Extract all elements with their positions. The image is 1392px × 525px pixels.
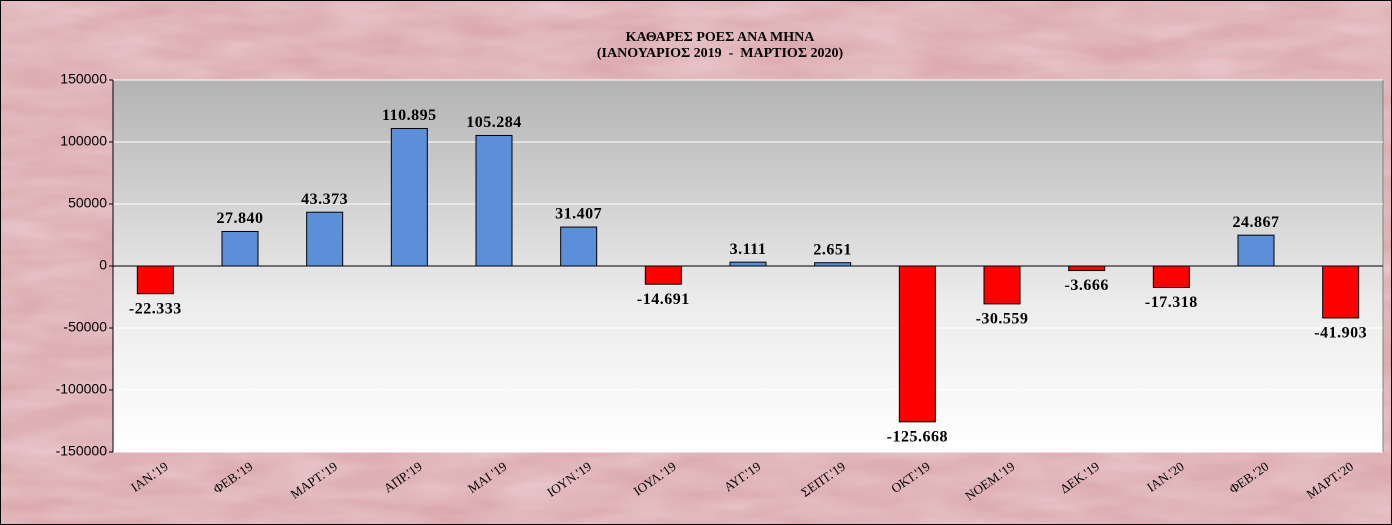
y-tick-label: -50000 bbox=[63, 319, 107, 335]
data-label: -14.691 bbox=[637, 291, 690, 308]
bar bbox=[1237, 234, 1275, 267]
data-label: 27.840 bbox=[217, 210, 264, 227]
bar bbox=[136, 265, 174, 295]
bar bbox=[729, 261, 767, 267]
y-tick-label: 0 bbox=[99, 257, 107, 273]
data-label: 43.373 bbox=[301, 191, 348, 208]
data-label: -22.333 bbox=[129, 300, 182, 317]
data-label: 3.111 bbox=[730, 241, 767, 258]
chart-title: ΚΑΘΑΡΕΣ ΡΟΕΣ ΑΝΑ ΜΗΝΑ bbox=[626, 30, 816, 45]
data-label: -41.903 bbox=[1314, 325, 1367, 342]
data-label: -17.318 bbox=[1145, 294, 1198, 311]
y-tick-label: -150000 bbox=[56, 443, 108, 459]
data-label: 31.407 bbox=[555, 206, 602, 223]
bar bbox=[475, 134, 513, 267]
y-tick-label: 100000 bbox=[60, 133, 107, 149]
bar bbox=[1322, 265, 1360, 319]
data-label: -3.666 bbox=[1065, 277, 1109, 294]
bar bbox=[1068, 265, 1106, 272]
bar bbox=[1152, 265, 1190, 288]
bar bbox=[898, 265, 936, 423]
bar bbox=[306, 211, 344, 267]
data-label: 110.895 bbox=[382, 107, 437, 124]
bar bbox=[814, 262, 852, 267]
chart-subtitle: (ΙΑΝΟΥΑΡΙΟΣ 2019 - ΜΑΡΤΙΟΣ 2020) bbox=[597, 46, 844, 61]
y-tick-label: 50000 bbox=[68, 195, 107, 211]
data-label: -30.559 bbox=[976, 311, 1029, 328]
data-label: 24.867 bbox=[1233, 214, 1280, 231]
y-tick-label: -100000 bbox=[56, 381, 108, 397]
data-label: 2.651 bbox=[813, 241, 852, 258]
bar bbox=[560, 226, 598, 267]
bar bbox=[983, 265, 1021, 305]
bar bbox=[221, 230, 259, 267]
data-label: -125.668 bbox=[887, 429, 948, 446]
y-tick-label: 150000 bbox=[60, 71, 107, 87]
data-label: 105.284 bbox=[466, 114, 522, 131]
bar bbox=[644, 265, 682, 285]
bar bbox=[390, 127, 428, 267]
